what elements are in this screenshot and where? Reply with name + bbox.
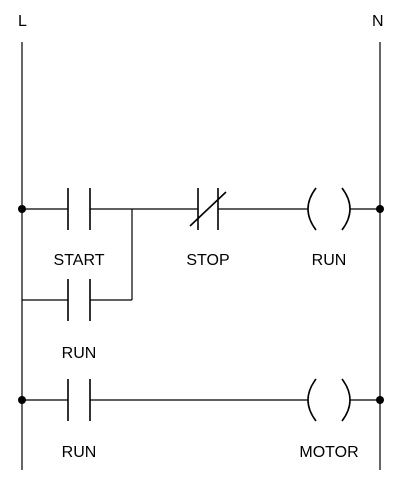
stop-contact-label: STOP [186, 252, 229, 269]
junction-node [18, 205, 26, 213]
start-contact [67, 188, 91, 230]
run-seal-contact [67, 279, 91, 321]
run-seal-contact-label: RUN [62, 345, 97, 362]
right-rail-label: N [372, 13, 384, 30]
motor-coil-label: MOTOR [299, 444, 358, 461]
rung-1: START STOP RUN RUN [18, 187, 384, 362]
run-contact [67, 379, 91, 421]
junction-node [376, 396, 384, 404]
junction-node [18, 396, 26, 404]
motor-coil [307, 378, 351, 422]
run-contact-label: RUN [62, 444, 97, 461]
run-coil [307, 187, 351, 231]
start-contact-label: START [54, 252, 105, 269]
junction-node [376, 205, 384, 213]
left-rail-label: L [18, 13, 27, 30]
run-coil-label: RUN [312, 252, 347, 269]
seal-in-branch [22, 209, 133, 301]
rung-2: RUN MOTOR [18, 378, 384, 461]
stop-contact [189, 188, 227, 230]
